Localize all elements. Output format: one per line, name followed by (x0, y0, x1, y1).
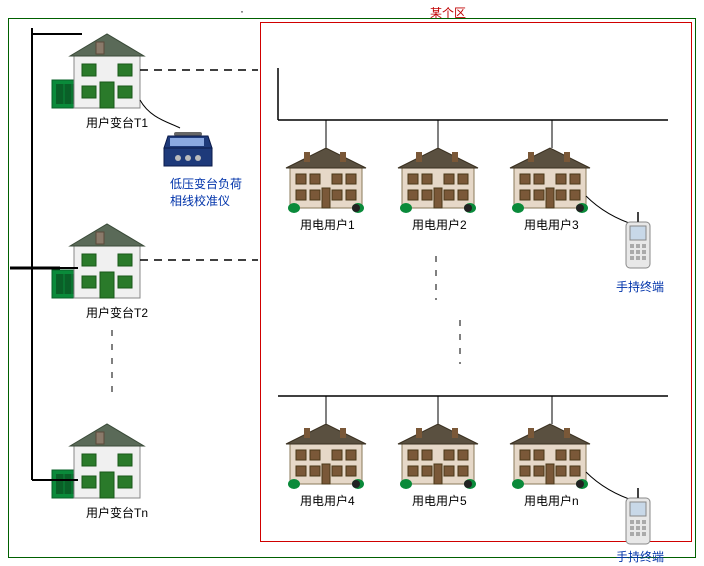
label-tn: 用户变台Tn (86, 504, 148, 521)
label-t1: 用户变台T1 (86, 114, 148, 131)
label-user4: 用电用户4 (300, 492, 355, 509)
label-user3: 用电用户3 (524, 216, 579, 233)
label-terminal1: 手持终端 (616, 278, 664, 295)
region-title: 某个区 (430, 4, 466, 21)
label-user1: 用电用户1 (300, 216, 355, 233)
label-terminal2: 手持终端 (616, 548, 664, 565)
label-usern: 用电用户n (524, 492, 579, 509)
dot: · (240, 4, 244, 18)
label-calibrator: 低压变台负荷 相线校准仪 (170, 176, 242, 210)
label-user2: 用电用户2 (412, 216, 467, 233)
label-user5: 用电用户5 (412, 492, 467, 509)
label-t2: 用户变台T2 (86, 304, 148, 321)
